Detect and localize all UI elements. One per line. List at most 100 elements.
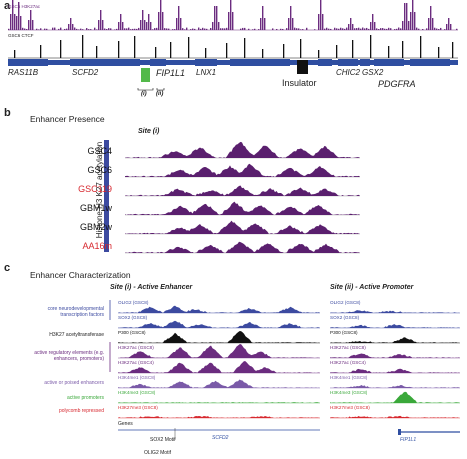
ctcf-peak xyxy=(352,40,354,58)
h3k27ac-peak xyxy=(230,0,232,30)
h3k27ac-peak xyxy=(342,28,344,30)
h3k27ac-peak xyxy=(152,29,154,30)
panel-c-track-label: H3K27ac (GSC8) xyxy=(330,345,366,350)
h3k27ac-peak xyxy=(108,28,110,30)
h3k27ac-peak xyxy=(120,14,122,30)
h3k27ac-peak xyxy=(408,21,410,30)
gene-scfd2-c: SCFD2 xyxy=(212,435,229,441)
insulator-block xyxy=(297,60,308,74)
ctcf-peak xyxy=(205,48,207,58)
panel-c-track-label: P300 (GSC8) xyxy=(330,330,358,335)
h3k27ac-peak xyxy=(150,22,152,30)
h3k27ac-peak xyxy=(258,29,260,30)
h3k27ac-peak xyxy=(90,29,92,30)
h3k27ac-peak xyxy=(430,6,432,30)
motif-olig2: OLIG2 Motif xyxy=(144,450,171,456)
panel-c-track xyxy=(330,384,460,388)
panel-c-track xyxy=(118,331,320,343)
h3k27ac-peak xyxy=(86,28,88,30)
h3k27ac-peak xyxy=(366,27,368,30)
ctcf-peak xyxy=(170,42,172,58)
h3k27ac-peak xyxy=(280,28,282,30)
h3k27ac-peak xyxy=(344,28,346,30)
h3k27ac-peak xyxy=(456,28,458,30)
h3k27ac-peak xyxy=(82,29,84,30)
panel-a-tracks xyxy=(8,0,458,91)
h3k27ac-peak xyxy=(224,28,226,30)
gene-exon-block xyxy=(8,59,48,66)
category-active-regulatory: active regulatory elements (e.g. enhance… xyxy=(34,350,104,362)
h3k27ac-peak xyxy=(374,22,376,30)
h3k27ac-peak xyxy=(402,21,404,30)
h3k27ac-peak xyxy=(232,12,234,30)
h3k27ac-peak xyxy=(116,28,118,30)
h3k27ac-peak xyxy=(362,27,364,30)
h3k27ac-peak xyxy=(18,2,20,30)
panel-c-site-right: Site (ii) - Active Promoter xyxy=(330,284,414,291)
h3k27ac-peak xyxy=(88,29,90,30)
h3k27ac-peak xyxy=(172,29,174,30)
h3k27ac-peak xyxy=(228,12,230,30)
panel-c-track xyxy=(118,361,320,373)
h3k27ac-peak xyxy=(422,29,424,30)
ctcf-peak xyxy=(118,41,120,58)
panel-c-track-label: H3K4me1 (GSC8) xyxy=(118,375,156,380)
h3k27ac-peak xyxy=(72,24,74,30)
h3k27ac-peak xyxy=(212,22,214,30)
h3k27ac-peak xyxy=(326,27,328,30)
h3k27ac-peak xyxy=(350,18,352,30)
panel-c-track-label: H3K4me1 (GSC8) xyxy=(330,375,368,380)
panel-b-row-label: GBM1w xyxy=(79,203,112,213)
h3k27ac-peak xyxy=(52,27,54,30)
h3k27ac-peak xyxy=(354,28,356,30)
h3k27ac-peak xyxy=(20,16,22,30)
h3k27ac-peak xyxy=(204,28,206,30)
gene-exon-block xyxy=(338,59,358,66)
ctcf-peak xyxy=(60,40,62,58)
h3k27ac-peak xyxy=(298,28,300,30)
h3k27ac-peak xyxy=(286,28,288,30)
h3k27ac-peak xyxy=(40,28,42,30)
h3k27ac-peak xyxy=(176,18,178,30)
h3k27ac-peak xyxy=(396,28,398,30)
h3k27ac-peak xyxy=(450,24,452,30)
h3k27ac-peak xyxy=(76,28,78,30)
h3k27ac-peak xyxy=(156,27,158,30)
h3k27ac-peak xyxy=(160,0,162,30)
gene-exon-block xyxy=(410,59,450,66)
h3k27ac-peak xyxy=(346,27,348,30)
h3k27ac-peak xyxy=(182,28,184,30)
h3k27ac-peak xyxy=(164,28,166,30)
h3k27ac-peak xyxy=(432,18,434,30)
insulator-label: Insulator xyxy=(282,78,317,88)
h3k27ac-peak xyxy=(322,14,324,30)
h3k27ac-peak xyxy=(114,29,116,30)
panel-b-track xyxy=(125,141,360,158)
h3k27ac-peak xyxy=(220,28,222,30)
gene-fip1l1: FIP1L1 xyxy=(156,68,186,78)
h3k27ac-peak xyxy=(118,22,120,30)
h3k27ac-peak xyxy=(28,20,30,30)
panel-c-track-label: H3K4me3 (GSC8) xyxy=(330,390,368,395)
h3k27ac-peak xyxy=(314,29,316,30)
panel-b-row-label: GSC119 xyxy=(78,184,112,194)
h3k27ac-peak xyxy=(74,27,76,30)
h3k27ac-peak xyxy=(340,27,342,30)
h3k27ac-peak xyxy=(364,28,366,30)
h3k27ac-peak xyxy=(378,29,380,30)
h3k27ac-peak xyxy=(428,18,430,30)
h3k27ac-peak xyxy=(154,28,156,30)
ctcf-peak xyxy=(402,41,404,58)
h3k27ac-peak xyxy=(400,28,402,30)
category-brackets xyxy=(109,300,111,372)
gene-fip1l1-c: FIP1L1 xyxy=(400,437,417,443)
gene-exon-block xyxy=(150,59,166,66)
panel-c-track-label: OLIG2 (GSC8) xyxy=(118,300,149,305)
h3k27ac-peak xyxy=(376,28,378,30)
ctcf-track-a xyxy=(14,35,454,58)
h3k27ac-peak xyxy=(44,28,46,30)
panel-c-track-label: SOX2 (GSC8) xyxy=(330,315,360,320)
panel-c-letter: c xyxy=(4,262,11,274)
panel-c-track xyxy=(330,310,460,313)
ctcf-peak xyxy=(300,39,302,58)
